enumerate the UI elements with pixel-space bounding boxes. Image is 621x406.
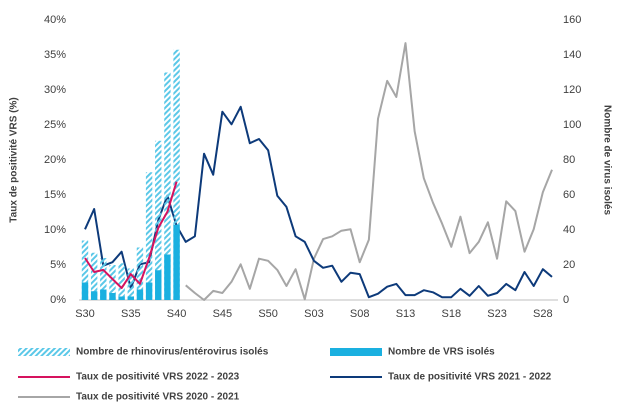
bar: [118, 296, 125, 300]
y2-tick-label: 160: [563, 14, 581, 26]
bar: [136, 289, 144, 300]
y-tick-label: 30%: [44, 84, 66, 96]
line: [84, 181, 178, 290]
bar: [145, 282, 153, 300]
bar: [100, 289, 107, 300]
legend-label: Taux de positivité VRS 2020 - 2021: [76, 392, 240, 403]
y2-axis-title: Nombre de virus isolés: [601, 105, 612, 215]
bar: [90, 252, 98, 300]
y2-tick-label: 80: [563, 154, 575, 166]
bar: [173, 49, 180, 300]
bar: [81, 282, 89, 300]
x-tick-label: S40: [167, 308, 187, 320]
bar: [145, 172, 153, 300]
legend-label: Nombre de rhinovirus/entérovirus isolés: [76, 347, 269, 358]
legend-label: Nombre de VRS isolés: [388, 347, 495, 358]
y-tick-label: 25%: [44, 119, 66, 131]
y-axis-title: Taux de positivité VRS (%): [9, 97, 20, 222]
y2-tick-label: 100: [563, 119, 581, 131]
bar: [155, 270, 162, 300]
legend-swatch: [18, 348, 70, 356]
legend-swatch: [330, 348, 382, 356]
legend-label: Taux de positivité VRS 2021 - 2022: [388, 372, 552, 383]
x-tick-label: S50: [258, 308, 278, 320]
y2-tick-label: 20: [563, 259, 575, 271]
bar: [155, 140, 162, 300]
x-tick-label: S23: [487, 308, 507, 320]
x-tick-label: S13: [396, 308, 416, 320]
y2-tick-label: 60: [563, 189, 575, 201]
bar: [173, 224, 180, 300]
x-tick-label: S28: [533, 308, 553, 320]
y2-tick-label: 140: [563, 49, 581, 61]
bar: [109, 265, 116, 300]
y-tick-label: 15%: [44, 189, 66, 201]
bar: [164, 72, 171, 300]
x-tick-label: S45: [213, 308, 233, 320]
x-tick-label: S08: [350, 308, 370, 320]
line: [185, 42, 553, 301]
legend-label: Taux de positivité VRS 2022 - 2023: [76, 372, 240, 383]
bar: [118, 263, 125, 300]
x-tick-label: S30: [75, 308, 95, 320]
y-tick-label: 35%: [44, 49, 66, 61]
y-tick-label: 0%: [50, 294, 66, 306]
x-tick-label: S35: [121, 308, 141, 320]
bar: [100, 258, 107, 300]
y2-tick-label: 0: [563, 294, 569, 306]
y-tick-label: 20%: [44, 154, 66, 166]
line: [84, 105, 553, 299]
bar: [127, 268, 134, 300]
bar: [136, 247, 144, 300]
y2-tick-label: 40: [563, 224, 575, 236]
y-tick-label: 5%: [50, 259, 66, 271]
x-tick-label: S18: [441, 308, 461, 320]
y2-tick-label: 120: [563, 84, 581, 96]
y-tick-label: 10%: [44, 224, 66, 236]
bar: [127, 296, 134, 300]
y-tick-label: 40%: [44, 14, 66, 26]
bar: [109, 293, 116, 300]
bar: [90, 291, 98, 300]
bar: [164, 254, 171, 300]
bar: [81, 240, 89, 300]
x-tick-label: S03: [304, 308, 324, 320]
